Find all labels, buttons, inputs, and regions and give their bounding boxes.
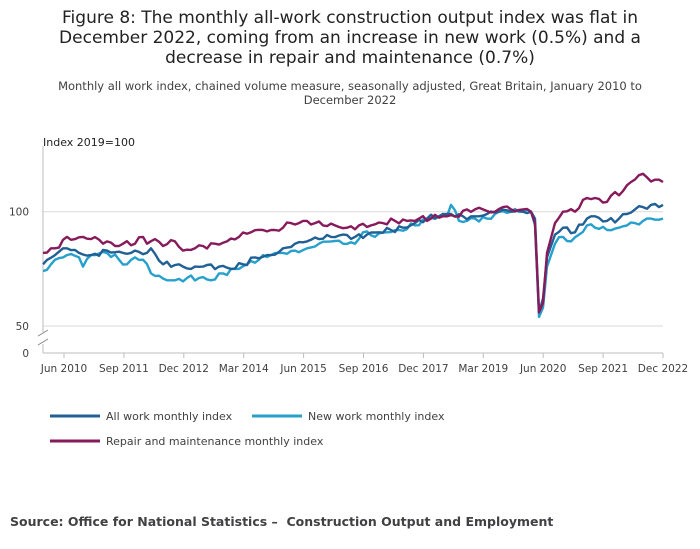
gridlines [43,211,663,354]
x-tick-label: Dec 2022 [638,363,688,375]
x-tick-label: Jun 2015 [279,363,326,375]
series-lines [42,172,664,319]
legend-label-new-work: New work monthly index [308,410,445,423]
y-tick-label: 50 [16,321,29,333]
y-axis-title: Index 2019=100 [43,136,135,149]
x-tick-label: Mar 2019 [458,363,508,375]
y-tick-label-zero: 0 [22,348,29,360]
x-tick-label: Jun 2020 [519,363,566,375]
legend-label-repair: Repair and maintenance monthly index [106,435,324,448]
legend: All work monthly index New work monthly i… [50,410,445,448]
x-tick-label: Dec 2017 [398,363,448,375]
x-tick-label: Sep 2021 [578,363,628,375]
x-tick-label: Mar 2014 [219,363,269,375]
x-axis: Jun 2010 Sep 2011 Dec 2012 Mar 2014 Jun 2015… [40,353,688,375]
y-tick-label: 100 [9,207,29,219]
y-axis: 50 100 0 [9,146,49,360]
series-line-new-work [42,203,664,319]
chart-subtitle: Monthly all work index, chained volume m… [58,79,642,107]
x-tick-label: Sep 2016 [339,363,389,375]
legend-label-all-work: All work monthly index [106,410,233,423]
series-line-repair [42,172,664,314]
x-tick-label: Jun 2010 [40,363,87,375]
axis-break-mark [37,338,49,346]
series-line-all-work [42,202,664,314]
chart-title: Figure 8: The monthly all-work construct… [59,8,641,68]
x-tick-label: Sep 2011 [99,363,149,375]
x-tick-label: Dec 2012 [159,363,209,375]
source-note: Source: Office for National Statistics –… [10,514,554,529]
axis-break-mark [37,329,49,337]
